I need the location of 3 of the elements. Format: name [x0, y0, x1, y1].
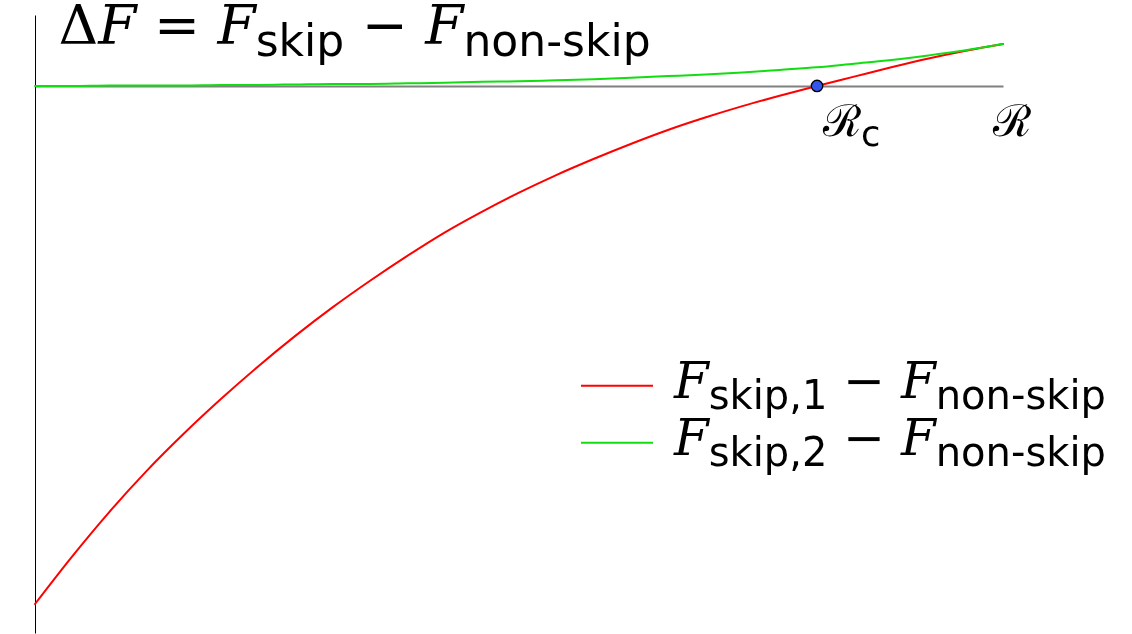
y-axis-title: ΔF = F$_{skip}$ − F$_{non-skip}$ — [58, 0, 651, 66]
annotation: ℛ$_{c}$ — [822, 94, 881, 154]
x-axis-title: ℛ — [991, 95, 1031, 147]
